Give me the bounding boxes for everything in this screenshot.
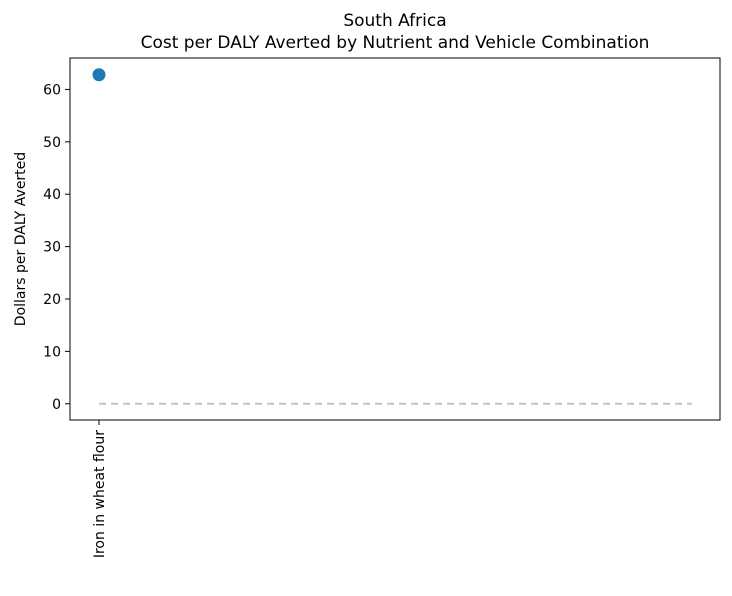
y-tick-label-20: 20 [43,292,61,308]
x-tick-label-0: Iron in wheat flour [92,430,108,558]
data-point-0 [92,68,106,82]
axes-frame [69,57,721,421]
y-tick-label-0: 0 [52,397,61,413]
y-tick-label-10: 10 [43,344,61,360]
y-tick-label-40: 40 [43,187,61,203]
chart-subtitle: Cost per DALY Averted by Nutrient and Ve… [141,33,650,53]
plot-area [92,68,692,405]
y-tick-label-50: 50 [43,135,61,151]
chart-title: South Africa [343,11,446,31]
y-tick-label-60: 60 [43,82,61,98]
y-axis-label: Dollars per DALY Averted [13,152,29,326]
y-tick-label-30: 30 [43,240,61,256]
